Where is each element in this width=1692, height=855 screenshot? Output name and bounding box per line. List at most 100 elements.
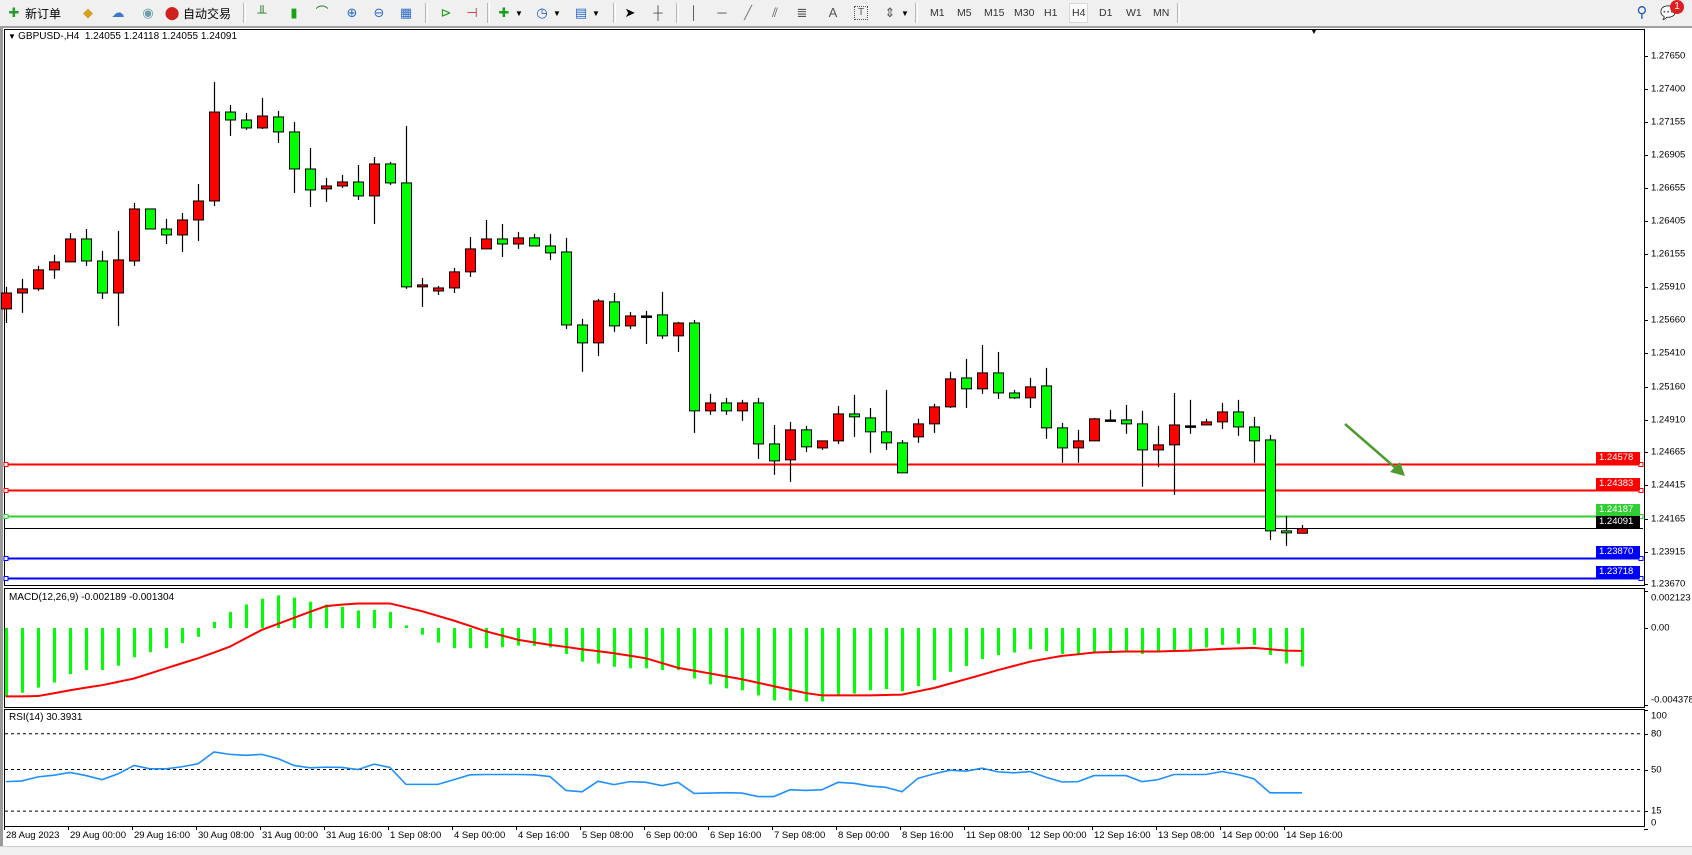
macd-histogram-bar (1077, 628, 1080, 656)
price-tick (1644, 353, 1648, 355)
cursor-tool[interactable]: ➤ (622, 3, 641, 23)
horizontal-line-tool[interactable]: ─ (714, 3, 733, 23)
candle (1105, 419, 1116, 422)
search-button[interactable]: ⚲ (1634, 3, 1653, 23)
notification-badge: 1 (1670, 0, 1684, 14)
timeframe-m1[interactable]: M1 (930, 7, 945, 19)
indicators-button[interactable]: ✚ ▼ (496, 3, 523, 23)
timeframe-m30[interactable]: M30 (1014, 7, 1035, 19)
new-order-button[interactable]: ✚ 新订单 (6, 3, 61, 23)
chart-shift-marker-icon[interactable]: ▼ (1310, 27, 1318, 36)
macd-histogram-bar (277, 595, 280, 628)
rsi-axis-label: 80 (1651, 728, 1662, 740)
templates-button[interactable]: ▤ ▼ (573, 3, 600, 23)
macd-histogram-bar (1061, 628, 1064, 654)
template-icon: ▤ (574, 5, 588, 20)
time-tick (772, 826, 773, 830)
price-label: 1.26405 (1651, 215, 1686, 227)
candle (993, 372, 1004, 394)
candle (1, 292, 12, 310)
zoom-in-button[interactable]: ⊕ (344, 3, 363, 23)
text-tool[interactable]: A (825, 3, 844, 23)
macd-histogram-bar (981, 628, 984, 660)
candle (33, 269, 44, 290)
horizontal-line-price-label: 1.23718 (1596, 565, 1640, 578)
fibonacci-tool[interactable]: ≣ (794, 3, 813, 23)
price-tick (1644, 584, 1648, 586)
price-tick (1644, 518, 1648, 520)
time-label: 12 Sep 16:00 (1094, 830, 1151, 841)
price-label: 1.25910 (1651, 281, 1686, 293)
autoscroll-button[interactable]: ⊣ (464, 3, 483, 23)
horizontal-line-price-label: 1.24187 (1596, 503, 1640, 516)
trendline-tool[interactable]: ╱ (740, 3, 759, 23)
macd-histogram-bar (645, 628, 648, 669)
price-tick (1644, 154, 1648, 156)
data-window-button[interactable]: ☁ (110, 3, 129, 23)
timeframe-d1[interactable]: D1 (1099, 7, 1113, 19)
candle (1217, 411, 1228, 423)
macd-histogram-bar (613, 628, 616, 667)
candle (321, 185, 332, 190)
candle (513, 237, 524, 245)
notifications-button[interactable]: 💬 1 (1660, 0, 1684, 23)
timeframe-m15[interactable]: M15 (984, 7, 1005, 19)
candlestick-button[interactable]: ▮ (286, 3, 305, 23)
macd-histogram-bar (1125, 628, 1128, 652)
bar-chart-button[interactable]: ╨ (254, 3, 273, 23)
separator (487, 3, 490, 23)
periods-button[interactable]: ◷ ▼ (534, 3, 561, 23)
horizontal-line-handle (3, 462, 9, 467)
zoom-out-button[interactable]: ⊖ (371, 3, 390, 23)
equidistant-channel-tool[interactable]: ⫽ (767, 3, 786, 23)
bid-line-price-label: 1.24091 (1596, 515, 1640, 528)
candle (1153, 444, 1164, 451)
macd-histogram-bar (1109, 628, 1112, 652)
price-label: 1.26155 (1651, 248, 1686, 260)
market-watch-button[interactable]: ◆ (80, 3, 99, 23)
time-label: 14 Sep 00:00 (1222, 830, 1279, 841)
macd-histogram-bar (789, 628, 792, 701)
line-chart-button[interactable]: ⌒ (314, 3, 333, 23)
macd-histogram-bar (1285, 628, 1288, 664)
candle (529, 237, 540, 247)
candle (1169, 424, 1180, 446)
candle (225, 111, 236, 121)
auto-trading-icon: ⬤ (164, 5, 180, 20)
macd-histogram-bar (1221, 628, 1224, 645)
tile-windows-button[interactable]: ▦ (398, 3, 417, 23)
arrows-tool[interactable]: ⇕ ▼ (882, 3, 909, 23)
timeframe-h1[interactable]: H1 (1044, 7, 1058, 19)
bar-chart-icon: ╨ (257, 5, 267, 20)
macd-histogram-bar (693, 628, 696, 679)
time-label: 13 Sep 08:00 (1158, 830, 1215, 841)
rsi-axis-label: 50 (1651, 764, 1662, 775)
horizontal-line-price-label: 1.24383 (1596, 477, 1640, 490)
collapse-triangle-icon[interactable]: ▼ (8, 32, 19, 41)
candle (929, 406, 940, 425)
price-label: 1.23915 (1651, 546, 1686, 558)
timeframe-h4[interactable]: H4 (1069, 3, 1089, 23)
signals-button[interactable]: ◉ (140, 3, 159, 23)
tile-windows-icon: ▦ (399, 5, 413, 20)
macd-histogram-bar (517, 628, 520, 646)
auto-trading-button[interactable]: ⬤ 自动交易 (164, 3, 231, 23)
price-label: 1.25410 (1651, 347, 1686, 359)
chart-shift-button[interactable]: ⊳ (438, 3, 457, 23)
rsi-pane[interactable] (4, 709, 1645, 827)
macd-histogram-bar (373, 609, 376, 628)
candle (961, 377, 972, 390)
vertical-line-tool[interactable]: │ (686, 3, 705, 23)
timeframe-mn[interactable]: MN (1153, 7, 1170, 19)
timeframe-m5[interactable]: M5 (957, 7, 972, 19)
cursor-arrow-icon: ➤ (624, 5, 636, 20)
macd-histogram-bar (293, 597, 296, 628)
crosshair-tool[interactable]: ┼ (650, 3, 669, 23)
macd-histogram-bar (325, 604, 328, 628)
text-label-tool[interactable]: T (854, 3, 871, 23)
horizontal-line-icon: ─ (717, 5, 727, 20)
price-axis[interactable] (1645, 28, 1692, 828)
timeframe-w1[interactable]: W1 (1126, 7, 1142, 19)
gold-bars-icon: ◆ (83, 5, 93, 20)
candle (1089, 418, 1100, 442)
